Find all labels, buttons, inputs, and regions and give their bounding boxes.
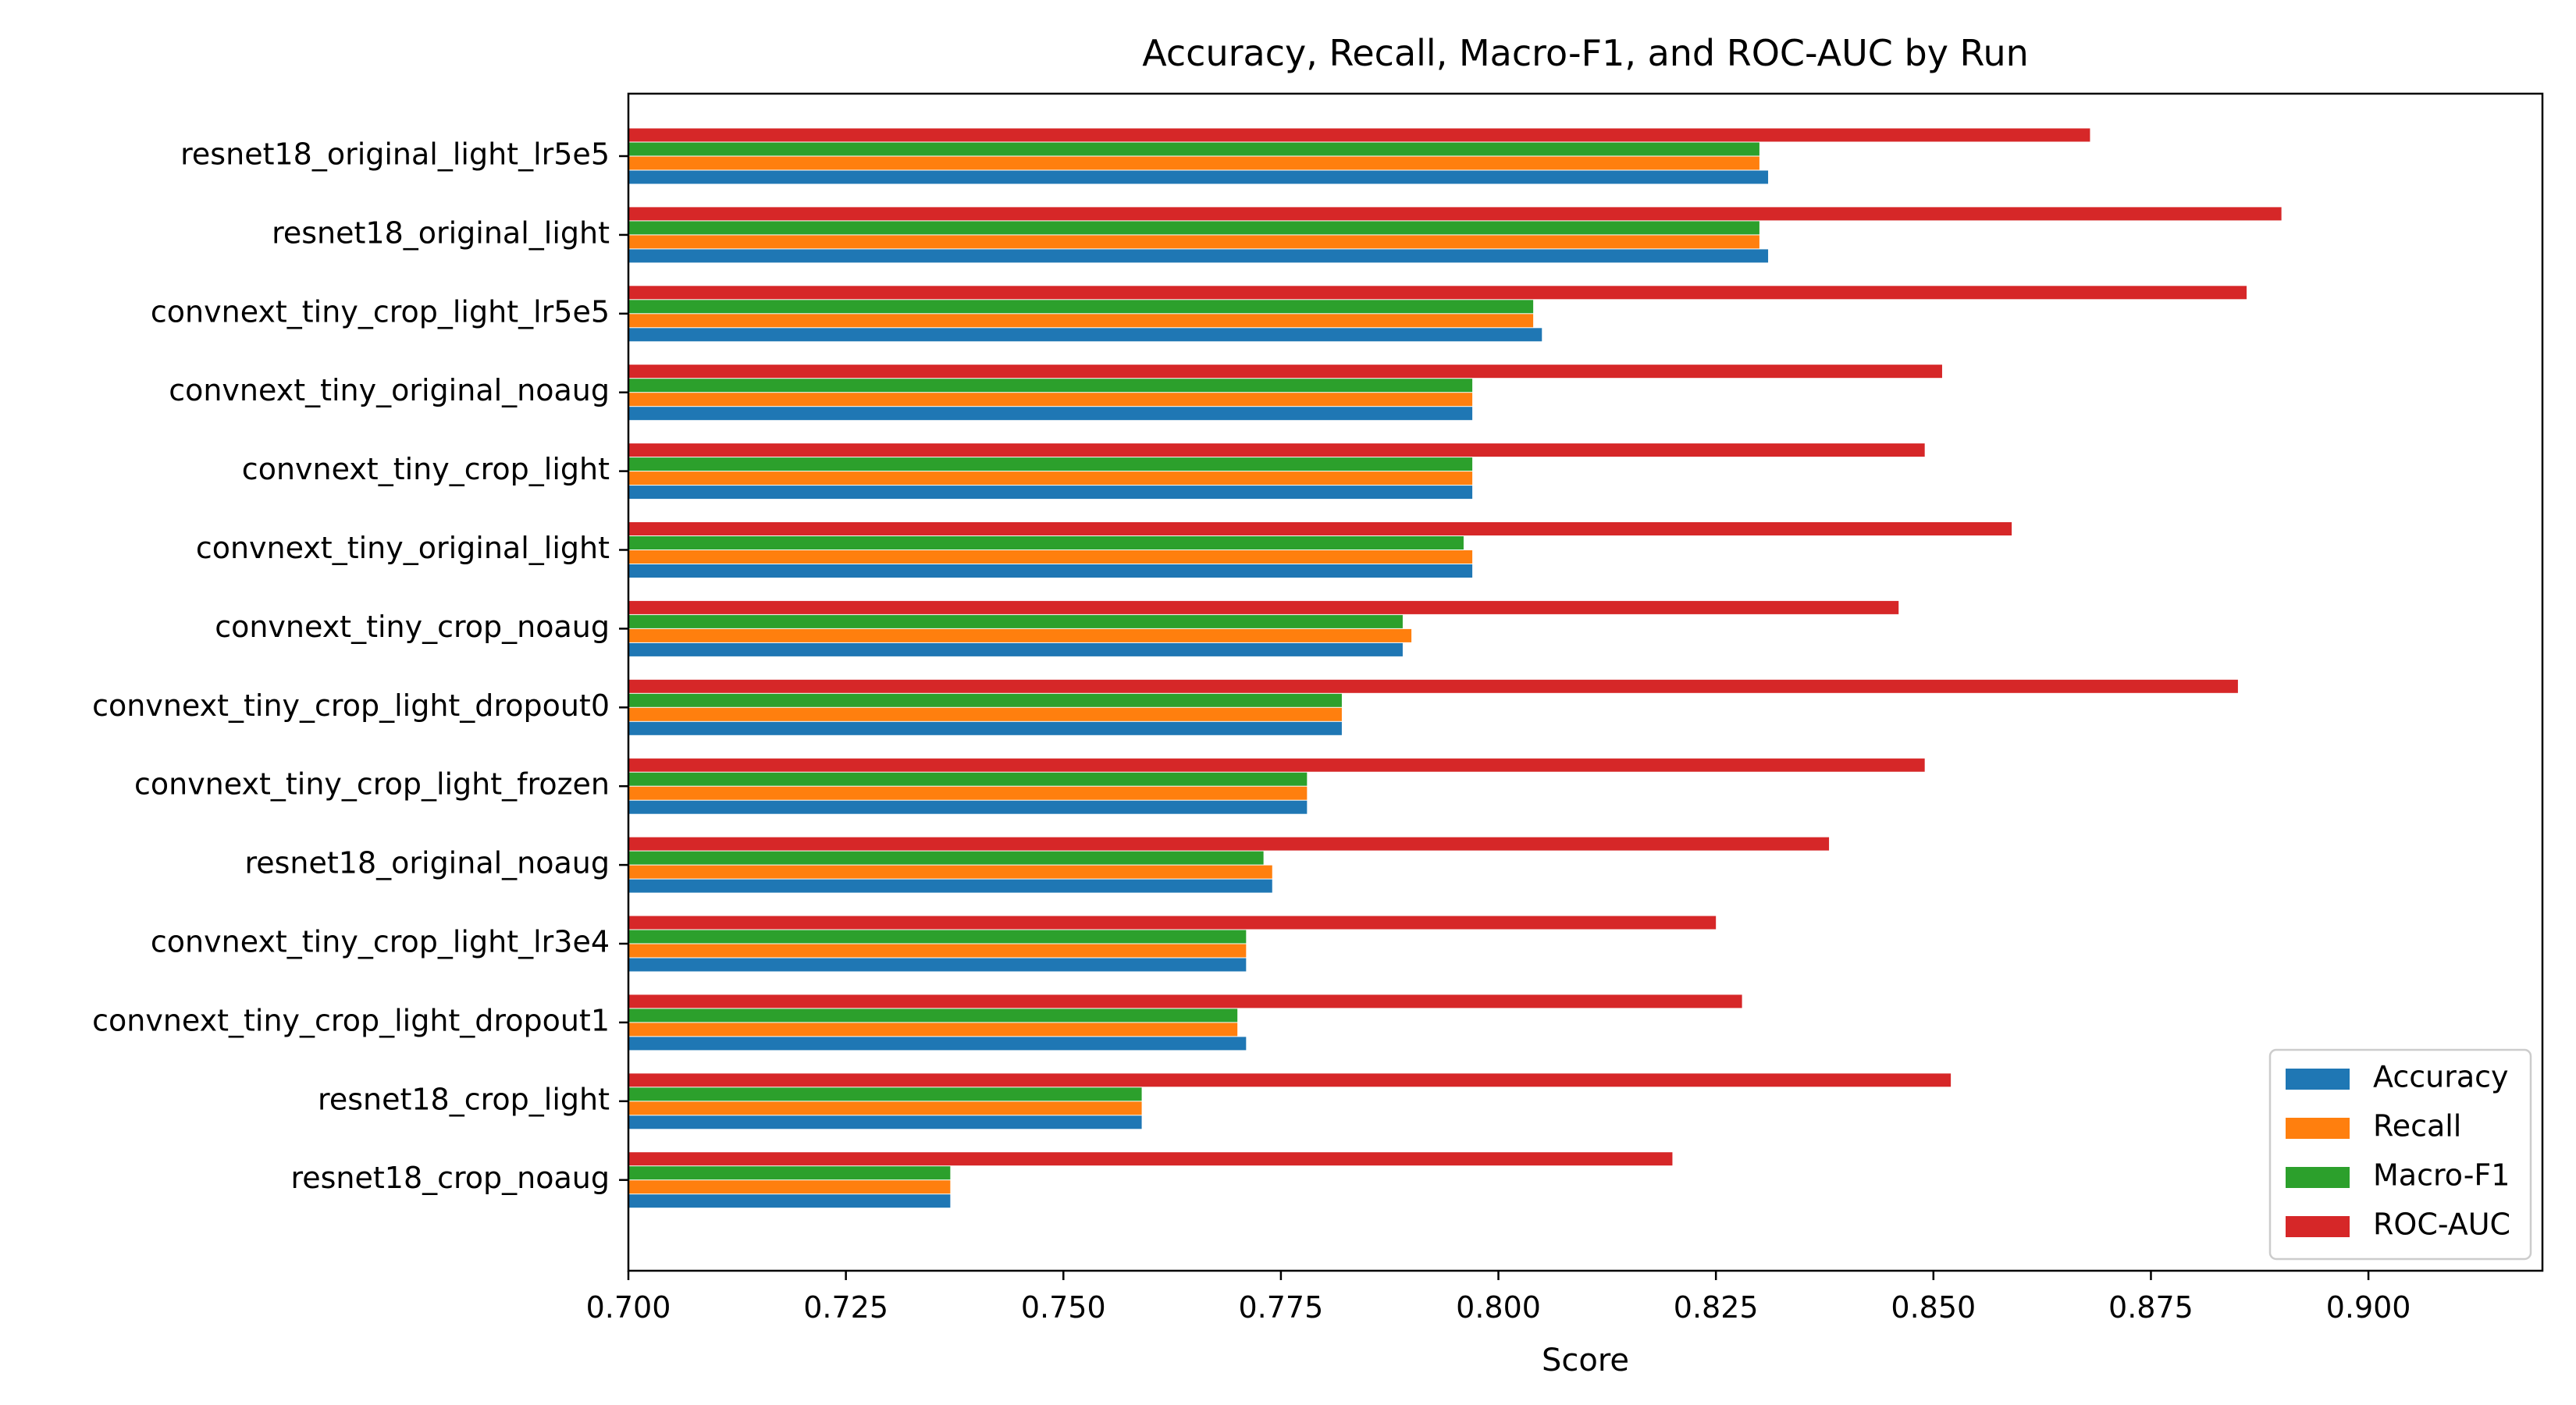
bar-recall-convnext_tiny_crop_light <box>628 471 1473 486</box>
y-tick-label: convnext_tiny_crop_light_lr3e4 <box>151 925 610 959</box>
bar-roc-auc-convnext_tiny_original_light <box>628 522 2012 535</box>
bar-recall-convnext_tiny_crop_light_frozen <box>628 786 1308 800</box>
legend-swatch-roc-auc <box>2286 1216 2350 1237</box>
bar-macro-f1-resnet18_original_noaug <box>628 851 1264 865</box>
bar-macro-f1-convnext_tiny_crop_light_lr3e4 <box>628 930 1247 944</box>
bar-recall-convnext_tiny_crop_light_lr3e4 <box>628 944 1247 958</box>
legend-swatch-accuracy <box>2286 1069 2350 1090</box>
y-tick-label: resnet18_original_light_lr5e5 <box>180 137 610 172</box>
x-tick-label: 0.725 <box>803 1290 888 1325</box>
bar-roc-auc-convnext_tiny_crop_light_dropout1 <box>628 994 1742 1008</box>
x-axis-label: Score <box>1542 1343 1629 1378</box>
bar-roc-auc-convnext_tiny_crop_light_dropout0 <box>628 679 2238 693</box>
bar-roc-auc-resnet18_original_light <box>628 207 2282 221</box>
y-tick-label: convnext_tiny_crop_light_dropout0 <box>92 688 610 723</box>
bar-accuracy-resnet18_original_noaug <box>628 879 1272 893</box>
y-tick-label: convnext_tiny_crop_light_dropout1 <box>92 1003 610 1037</box>
bar-roc-auc-resnet18_original_noaug <box>628 837 1830 851</box>
legend-swatch-recall <box>2286 1118 2350 1139</box>
y-tick-label: convnext_tiny_crop_light_frozen <box>134 767 610 802</box>
bar-roc-auc-convnext_tiny_crop_light <box>628 443 1925 457</box>
y-tick-label: convnext_tiny_crop_light <box>242 452 610 486</box>
bar-accuracy-resnet18_original_light_lr5e5 <box>628 170 1769 184</box>
bar-accuracy-convnext_tiny_crop_light_lr3e4 <box>628 958 1247 972</box>
bar-macro-f1-convnext_tiny_crop_light_frozen <box>628 772 1308 786</box>
bar-macro-f1-convnext_tiny_original_light <box>628 536 1464 550</box>
x-tick-label: 0.825 <box>1674 1290 1759 1325</box>
bar-recall-resnet18_crop_light <box>628 1101 1142 1115</box>
x-tick-label: 0.875 <box>2108 1290 2194 1325</box>
legend-swatch-macro-f1 <box>2286 1167 2350 1188</box>
plot-frame <box>627 92 2544 1272</box>
bar-recall-convnext_tiny_crop_light_dropout0 <box>628 707 1342 721</box>
legend-label-macro-f1: Macro-F1 <box>2373 1158 2510 1193</box>
bars-group <box>628 128 2282 1208</box>
x-tick-label: 0.900 <box>2326 1290 2411 1325</box>
bar-recall-convnext_tiny_original_noaug <box>628 393 1473 407</box>
bar-macro-f1-convnext_tiny_crop_light <box>628 457 1473 471</box>
y-tick-label: convnext_tiny_crop_noaug <box>215 610 610 644</box>
x-axis-ticks: 0.700 0.725 0.750 0.775 0.800 0.825 0.850 0.875… <box>586 1271 2411 1325</box>
bar-recall-convnext_tiny_crop_light_lr5e5 <box>628 314 1534 328</box>
y-tick-label: resnet18_crop_light <box>318 1082 610 1116</box>
y-tick-label: convnext_tiny_crop_light_lr5e5 <box>151 294 610 329</box>
bar-roc-auc-convnext_tiny_crop_noaug <box>628 600 1899 614</box>
bar-recall-convnext_tiny_crop_noaug <box>628 628 1412 642</box>
y-tick-label: resnet18_original_noaug <box>244 846 610 880</box>
bar-accuracy-convnext_tiny_crop_light_frozen <box>628 800 1308 814</box>
bar-roc-auc-resnet18_original_light_lr5e5 <box>628 128 2090 142</box>
bar-recall-convnext_tiny_crop_light_dropout1 <box>628 1023 1238 1037</box>
bar-accuracy-convnext_tiny_crop_noaug <box>628 642 1403 656</box>
bar-recall-resnet18_original_light_lr5e5 <box>628 156 1759 170</box>
bar-macro-f1-resnet18_crop_noaug <box>628 1166 951 1180</box>
bar-roc-auc-convnext_tiny_crop_light_lr5e5 <box>628 286 2247 300</box>
bar-macro-f1-resnet18_crop_light <box>628 1087 1142 1101</box>
legend-label-recall: Recall <box>2373 1109 2461 1144</box>
y-tick-label: resnet18_original_light <box>272 215 610 250</box>
y-tick-label: convnext_tiny_original_light <box>196 531 610 565</box>
bar-accuracy-convnext_tiny_crop_light_dropout0 <box>628 721 1342 735</box>
legend-frame <box>2268 1048 2532 1261</box>
bar-accuracy-convnext_tiny_crop_light <box>628 486 1473 500</box>
bar-roc-auc-convnext_tiny_original_noaug <box>628 365 1942 379</box>
bar-roc-auc-convnext_tiny_crop_light_lr3e4 <box>628 916 1717 930</box>
bar-accuracy-convnext_tiny_crop_light_lr5e5 <box>628 328 1542 342</box>
bar-macro-f1-convnext_tiny_crop_light_lr5e5 <box>628 300 1534 314</box>
x-tick-label: 0.700 <box>586 1290 671 1325</box>
bar-macro-f1-resnet18_original_light_lr5e5 <box>628 142 1759 156</box>
bar-roc-auc-resnet18_crop_light <box>628 1073 1952 1087</box>
bar-macro-f1-convnext_tiny_crop_light_dropout0 <box>628 693 1342 707</box>
bar-accuracy-convnext_tiny_original_light <box>628 564 1473 578</box>
bar-roc-auc-resnet18_crop_noaug <box>628 1152 1673 1166</box>
bar-accuracy-resnet18_crop_light <box>628 1115 1142 1129</box>
bar-accuracy-convnext_tiny_original_noaug <box>628 407 1473 421</box>
bar-accuracy-convnext_tiny_crop_light_dropout1 <box>628 1037 1247 1051</box>
legend: Accuracy Recall Macro-F1 ROC-AUC <box>2268 1048 2532 1261</box>
bar-accuracy-resnet18_original_light <box>628 249 1769 263</box>
legend-label-roc-auc: ROC-AUC <box>2373 1208 2510 1242</box>
bar-macro-f1-convnext_tiny_crop_light_dropout1 <box>628 1008 1238 1023</box>
x-tick-label: 0.850 <box>1891 1290 1976 1325</box>
x-tick-label: 0.775 <box>1239 1290 1324 1325</box>
chart-title: Accuracy, Recall, Macro-F1, and ROC-AUC … <box>1142 32 2029 74</box>
legend-label-accuracy: Accuracy <box>2373 1060 2509 1094</box>
y-tick-label: resnet18_crop_noaug <box>290 1161 610 1195</box>
bar-macro-f1-convnext_tiny_crop_noaug <box>628 614 1403 628</box>
bar-roc-auc-convnext_tiny_crop_light_frozen <box>628 758 1925 772</box>
bar-recall-resnet18_original_light <box>628 235 1759 249</box>
x-tick-label: 0.750 <box>1021 1290 1106 1325</box>
y-tick-label: convnext_tiny_original_noaug <box>169 373 610 407</box>
bar-macro-f1-convnext_tiny_original_noaug <box>628 379 1473 393</box>
bar-recall-resnet18_original_noaug <box>628 865 1272 879</box>
bar-recall-resnet18_crop_noaug <box>628 1180 951 1194</box>
y-axis-ticks: resnet18_original_light_lr5e5 resnet18_or… <box>92 137 628 1195</box>
bar-accuracy-resnet18_crop_noaug <box>628 1194 951 1208</box>
bar-macro-f1-resnet18_original_light <box>628 221 1759 235</box>
bar-recall-convnext_tiny_original_light <box>628 550 1473 564</box>
x-tick-label: 0.800 <box>1456 1290 1541 1325</box>
